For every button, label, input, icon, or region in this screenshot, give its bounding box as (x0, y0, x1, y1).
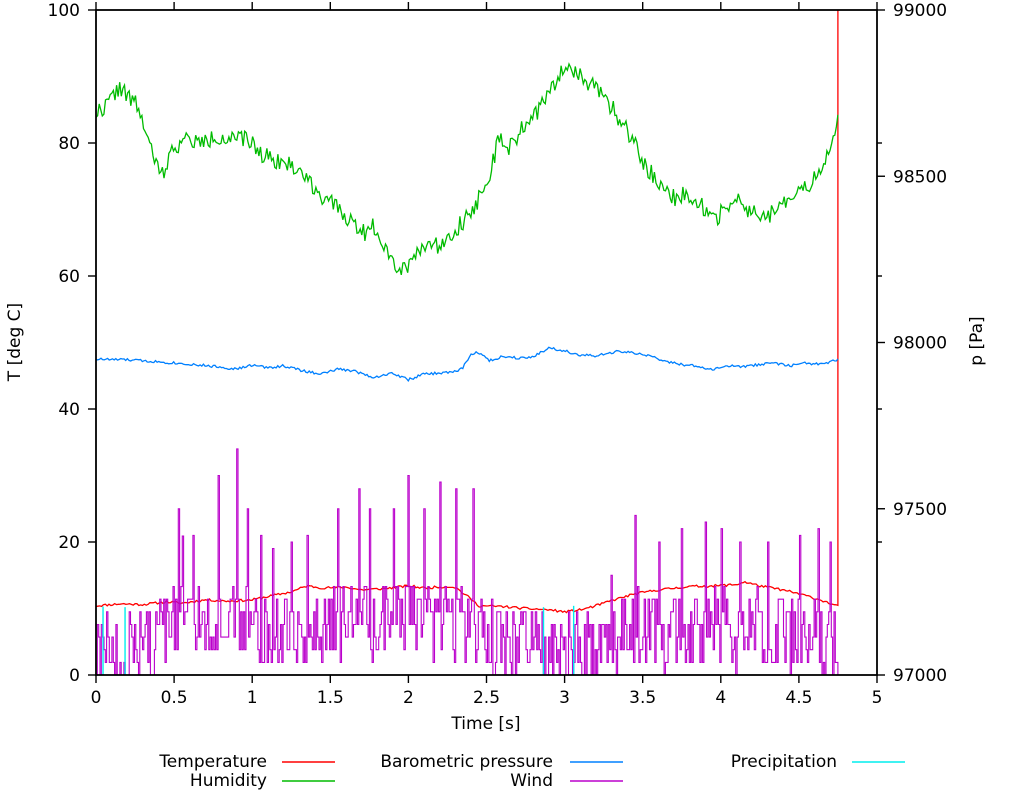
y-left-tick-label: 100 (48, 1, 80, 21)
barometric-pressure-series-line (96, 346, 839, 383)
humidity-series-line (95, 62, 839, 276)
plot-border (95, 9, 878, 676)
y-right-axis-title: p [Pa] (967, 316, 987, 365)
x-tick-label: 2.5 (473, 688, 500, 708)
x-tick-label: 4.5 (785, 688, 812, 708)
legend-item-temperature: Temperature (159, 753, 267, 772)
temperature-series-line (95, 10, 839, 614)
legend-item-wind: Wind (510, 772, 553, 791)
x-tick-label: 0 (91, 688, 102, 708)
x-tick-label: 3 (559, 688, 570, 708)
legend-item-barometric-pressure: Barometric pressure (380, 753, 553, 772)
y-left-tick-label: 20 (58, 533, 80, 553)
legend-label-wind: Wind (510, 771, 553, 791)
y-right-tick-label: 97000 (893, 666, 947, 686)
y-left-tick-label: 40 (58, 400, 80, 420)
y-left-tick-label: 0 (69, 666, 80, 686)
series-layer (95, 10, 839, 676)
legend-label-temperature: Temperature (159, 752, 267, 772)
x-tick-label: 1.5 (317, 688, 344, 708)
legend-label-precipitation: Precipitation (730, 752, 837, 772)
x-tick-label: 0.5 (161, 688, 188, 708)
y-left-axis-title: T [deg C] (5, 303, 25, 382)
x-tick-label: 2 (403, 688, 414, 708)
legend-item-precipitation: Precipitation (731, 753, 837, 772)
x-tick-label: 3.5 (629, 688, 656, 708)
wind-series-line (96, 448, 839, 676)
y-left-tick-label: 80 (58, 134, 80, 154)
legend-item-humidity: Humidity (190, 772, 267, 791)
x-axis-title: Time [s] (450, 714, 520, 734)
legend-label-barometric-pressure: Barometric pressure (380, 752, 553, 772)
y-left-tick-label: 60 (58, 267, 80, 287)
y-right-tick-label: 97500 (893, 500, 947, 520)
x-tick-label: 5 (872, 688, 883, 708)
x-tick-label: 4 (715, 688, 726, 708)
y-right-tick-label: 99000 (893, 1, 947, 21)
axes-layer: 0 0.5 1 1.5 2 2.5 3 3.5 4 4.5 5 0 20 40 60 80 100 97000 97… (48, 1, 947, 782)
x-tick-label: 1 (247, 688, 258, 708)
y-right-tick-label: 98500 (893, 167, 947, 187)
y-right-tick-label: 98000 (893, 334, 947, 354)
legend-label-humidity: Humidity (189, 771, 267, 791)
